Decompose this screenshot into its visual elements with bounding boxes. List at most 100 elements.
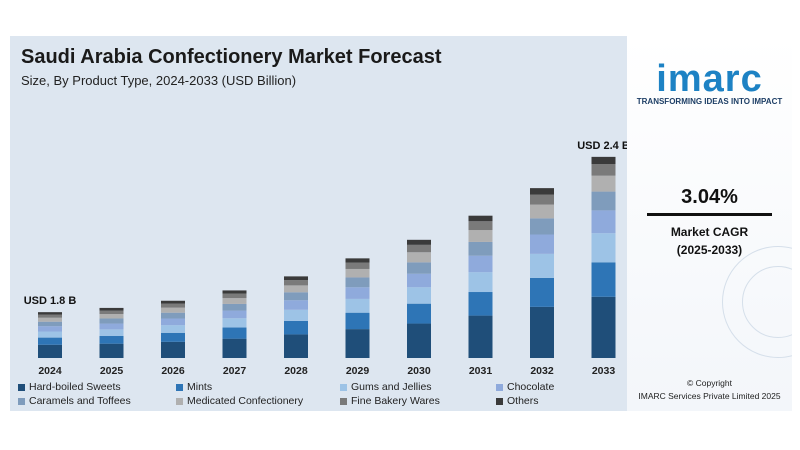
bar-segment-hard-boiled-sweets-2032: [530, 306, 554, 358]
bar-segment-medicated-confectionery-2026: [161, 307, 185, 313]
bar-segment-fine-bakery-wares-2031: [468, 221, 493, 231]
bar-segment-hard-boiled-sweets-2031: [468, 315, 493, 358]
bar-segment-fine-bakery-wares-2024: [38, 314, 62, 318]
bar-segment-gums-and-jellies-2032: [530, 253, 554, 278]
bar-stack-2024: [38, 312, 62, 358]
bar-segment-hard-boiled-sweets-2028: [284, 334, 308, 358]
bar-segment-others-2029: [345, 258, 370, 263]
bar-segment-hard-boiled-sweets-2027: [222, 338, 247, 358]
bar-segment-mints-2029: [345, 312, 370, 330]
bar-segment-others-2027: [222, 290, 247, 294]
bar-segment-medicated-confectionery-2029: [345, 268, 370, 278]
x-tick-label: 2028: [284, 365, 308, 377]
bar-segment-gums-and-jellies-2028: [284, 309, 308, 321]
page-title: Saudi Arabia Confectionery Market Foreca…: [21, 46, 442, 68]
brand-tagline: TRANSFORMING IDEAS INTO IMPACT: [636, 97, 783, 106]
stacked-bar-chart: 2024 2025 2026 2027 2028 2029 2030 2031 2032 2033…: [24, 140, 627, 377]
legend-label: Others: [507, 395, 539, 407]
bar-segment-gums-and-jellies-2027: [222, 318, 247, 328]
bar-segment-medicated-confectionery-2025: [99, 314, 124, 319]
bar-segment-mints-2027: [222, 327, 247, 339]
bar-segment-mints-2030: [407, 303, 431, 324]
bar-stack-2031: [468, 215, 493, 358]
bar-segment-gums-and-jellies-2026: [161, 325, 185, 333]
bar-segment-chocolate-2032: [530, 234, 554, 254]
bar-segment-hard-boiled-sweets-2025: [99, 343, 124, 358]
bar-segment-chocolate-2029: [345, 287, 370, 299]
bar-segment-fine-bakery-wares-2027: [222, 293, 247, 299]
bar-segment-chocolate-2026: [161, 318, 185, 326]
legend-swatch: [176, 383, 183, 391]
bar-segment-chocolate-2030: [407, 273, 431, 288]
x-tick-label: 2032: [530, 365, 554, 377]
legend-swatch: [18, 397, 25, 405]
legend-swatch: [340, 383, 347, 391]
bar-stack-2025: [99, 307, 124, 358]
bar-segment-caramels-and-toffees-2028: [284, 292, 308, 301]
legend-label: Caramels and Toffees: [29, 395, 131, 407]
bar-segment-caramels-and-toffees-2030: [407, 262, 431, 274]
bar-segment-fine-bakery-wares-2025: [99, 310, 124, 315]
bar-stack-2026: [161, 300, 185, 358]
bar-segment-others-2033: [591, 156, 616, 165]
legend-item-caramels-and-toffees: Caramels and Toffees: [18, 395, 131, 407]
copyright-notice: © Copyright: [686, 378, 732, 388]
copyright-holder: IMARC Services Private Limited 2025: [638, 391, 781, 401]
legend-item-gums-and-jellies: Gums and Jellies: [340, 381, 432, 393]
legend-swatch: [176, 397, 183, 405]
bar-segment-hard-boiled-sweets-2033: [591, 296, 616, 358]
bar-stack-2027: [222, 290, 247, 358]
bar-segment-mints-2024: [38, 337, 62, 345]
bar-segment-medicated-confectionery-2024: [38, 317, 62, 322]
legend-swatch: [18, 383, 25, 391]
imarc-logo[interactable]: imarc: [656, 58, 763, 100]
x-tick-label: 2029: [346, 365, 370, 377]
bar-segment-fine-bakery-wares-2026: [161, 303, 185, 308]
bar-segment-others-2025: [99, 307, 124, 311]
bar-segment-fine-bakery-wares-2030: [407, 244, 431, 253]
bar-segment-caramels-and-toffees-2024: [38, 321, 62, 327]
bar-segment-caramels-and-toffees-2027: [222, 303, 247, 311]
bar-segment-others-2026: [161, 300, 185, 304]
x-tick-label: 2026: [161, 365, 185, 377]
bar-segment-hard-boiled-sweets-2029: [345, 329, 370, 358]
x-tick-label: 2024: [38, 365, 62, 377]
bar-segment-mints-2032: [530, 277, 554, 307]
bar-stack-2028: [284, 276, 308, 358]
cagr-value: 3.04%: [681, 186, 738, 208]
chart-subtitle: Size, By Product Type, 2024-2033 (USD Bi…: [21, 73, 297, 88]
bar-segment-gums-and-jellies-2029: [345, 298, 370, 313]
bar-segment-caramels-and-toffees-2026: [161, 312, 185, 319]
legend-label: Medicated Confectionery: [187, 395, 304, 407]
bar-segment-gums-and-jellies-2031: [468, 272, 493, 293]
bar-segment-gums-and-jellies-2033: [591, 233, 616, 263]
cagr-period: (2025-2033): [676, 243, 743, 257]
bar-segment-mints-2028: [284, 320, 308, 335]
bar-segment-gums-and-jellies-2030: [407, 287, 431, 304]
bars-layer: [38, 156, 616, 358]
bar-segment-caramels-and-toffees-2032: [530, 218, 554, 235]
data-label-2033: USD 2.4 B: [577, 140, 627, 152]
bar-segment-caramels-and-toffees-2025: [99, 318, 124, 324]
legend-item-fine-bakery-wares: Fine Bakery Wares: [340, 395, 440, 407]
bar-segment-mints-2033: [591, 262, 616, 297]
bar-segment-others-2024: [38, 312, 62, 315]
bar-segment-others-2030: [407, 239, 431, 245]
legend-swatch: [340, 397, 347, 405]
bar-segment-chocolate-2024: [38, 326, 62, 332]
legend-item-medicated-confectionery: Medicated Confectionery: [176, 395, 303, 407]
bar-segment-mints-2031: [468, 292, 493, 316]
bar-segment-caramels-and-toffees-2031: [468, 241, 493, 256]
cagr-divider: [647, 213, 772, 216]
legend-label: Fine Bakery Wares: [351, 395, 440, 407]
bar-segment-fine-bakery-wares-2032: [530, 194, 554, 205]
bar-segment-hard-boiled-sweets-2030: [407, 323, 431, 358]
bar-stack-2030: [407, 239, 431, 358]
bar-segment-chocolate-2028: [284, 300, 308, 310]
bar-segment-medicated-confectionery-2031: [468, 230, 493, 242]
legend-swatch: [496, 397, 503, 405]
legend-item-chocolate: Chocolate: [496, 381, 554, 393]
bar-segment-medicated-confectionery-2028: [284, 285, 308, 293]
bar-segment-mints-2025: [99, 336, 124, 344]
legend-label: Chocolate: [507, 381, 555, 393]
